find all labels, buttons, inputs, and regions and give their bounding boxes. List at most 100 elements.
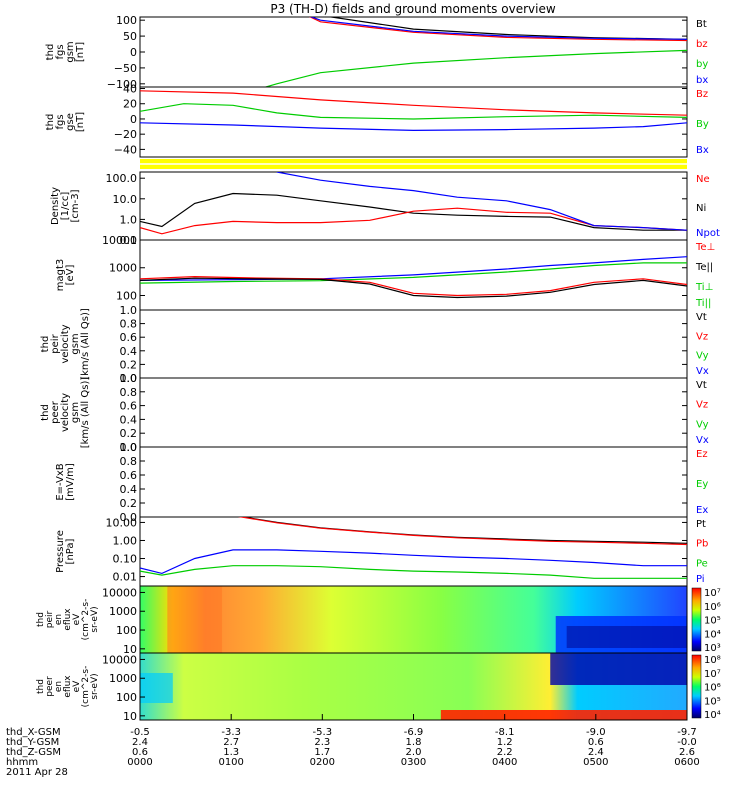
- x-tick-label: 2.3: [314, 737, 330, 748]
- series-Te⊥: [140, 275, 687, 297]
- panel-fgs_gsm: 100 50 0 −50 −100 thd fgs gsm [nT] Bt bz by bx: [45, 14, 708, 91]
- y-tick-label: 10000: [102, 234, 137, 247]
- y-axis-label: (cm^2-s-: [81, 599, 91, 641]
- legend-entry: Ey: [696, 479, 708, 490]
- x-tick-label: 2.7: [223, 737, 239, 748]
- y-axis-label: Pressure: [55, 530, 66, 573]
- y-tick-label: 1000: [109, 605, 137, 618]
- legend-entry: Ti||: [695, 298, 711, 309]
- colorbar-label: 10⁷: [704, 588, 721, 599]
- y-axis-label: peer: [45, 676, 55, 697]
- y-tick-label: 0.1: [120, 234, 138, 247]
- x-tick-label: 1.7: [314, 747, 330, 758]
- early-cyan: [140, 673, 173, 703]
- series-Te||: [140, 277, 687, 299]
- y-tick-label: 1000: [109, 672, 137, 685]
- series-by: [263, 49, 687, 87]
- panel-frame: [139, 171, 688, 241]
- legend-entry: Bt: [696, 19, 707, 30]
- y-axis-label: [nT]: [75, 42, 86, 62]
- y-axis-label: velocity: [60, 393, 71, 432]
- x-tick-label: 0400: [492, 757, 517, 768]
- x-row-name: thd_Z-GSM: [6, 747, 61, 758]
- y-tick-label: 10000: [102, 586, 137, 599]
- x-tick-label: -8.1: [495, 727, 515, 738]
- panel-pressure: 10.00 1.00 0.10 0.01 Pressure [nPa] Pt Pb Pe Pi: [55, 516, 708, 587]
- y-tick-label: 100: [116, 289, 137, 302]
- spectrogram-ion_flux: 10000 1000 100 10 thd peir en eflux eV (cm^2-s-sr…: [36, 585, 721, 656]
- panel-frame: [139, 446, 688, 518]
- y-tick-label: −40: [114, 143, 137, 156]
- y-axis-label: gsm: [70, 333, 81, 354]
- y-tick-label: 1000: [109, 262, 137, 275]
- low-energy-red: [440, 710, 687, 720]
- legend-entry: Ne: [696, 174, 710, 185]
- legend-entry: Pt: [696, 519, 706, 530]
- legend-entry: Vt: [696, 312, 707, 323]
- series-group: [263, 17, 687, 87]
- colorbar-label: 10⁴: [704, 710, 721, 721]
- separator-band: [140, 159, 687, 169]
- y-axis-label: fgs: [55, 114, 66, 129]
- y-axis-label: gsm: [70, 402, 81, 423]
- x-tick-label: 2.4: [588, 747, 604, 758]
- x-tick-label: 0.6: [588, 737, 604, 748]
- y-tick-label: 100: [116, 14, 137, 27]
- y-axis-label: [km/s (All Qs)]: [80, 377, 91, 449]
- y-tick-label: 0.0: [120, 441, 138, 454]
- y-axis-label: peer: [50, 400, 61, 424]
- y-axis-label: peir: [50, 333, 61, 353]
- series-Pb: [237, 517, 687, 546]
- panel-frame: [139, 16, 688, 88]
- y-axis-label: sr-eV): [90, 673, 100, 699]
- y-axis-label: thd: [40, 404, 51, 421]
- legend-entry: bz: [696, 39, 708, 50]
- panel-density: 100.0 10.0 1.0 0.1 Density [1/cc] [cm-3] Ne Ni Np…: [50, 171, 720, 247]
- y-tick-label: −20: [114, 128, 137, 141]
- y-tick-label: 1.0: [120, 441, 138, 454]
- series-Bz: [140, 90, 687, 116]
- early-red: [167, 586, 223, 653]
- y-axis-label: Density: [50, 187, 61, 225]
- legend-entry: Npot: [696, 228, 720, 239]
- y-tick-label: 0.0: [120, 372, 138, 385]
- legend-entry: Bx: [696, 145, 709, 156]
- series-group: [140, 172, 687, 235]
- x-tick-label: -0.0: [677, 737, 697, 748]
- x-axis: thd_X-GSM -0.5 -3.3 -5.3 -6.9 -8.1 -9.0 -9.7 thd…: [6, 714, 700, 778]
- colorbar: [691, 654, 702, 719]
- legend-entry: Pb: [696, 539, 708, 550]
- legend-entry: Vy: [696, 351, 709, 362]
- y-tick-label: 10: [123, 710, 137, 723]
- y-tick-label: 0.8: [120, 318, 138, 331]
- spectrogram-electron_flux: 10000 1000 100 10 thd peer en eflux eV (cm^2-s-sr…: [36, 652, 721, 723]
- x-tick-label: -5.3: [313, 727, 333, 738]
- x-tick-label: -6.9: [404, 727, 424, 738]
- y-axis-label: eV: [72, 613, 82, 626]
- y-tick-label: 1.00: [113, 534, 138, 547]
- series-group: [140, 517, 687, 579]
- y-axis-label: en: [54, 614, 64, 625]
- y-tick-label: 0: [130, 113, 137, 126]
- series-Npot: [276, 172, 687, 231]
- panel-frame: [139, 309, 688, 379]
- x-tick-label: -9.7: [677, 727, 697, 738]
- y-axis-label: [cm-3]: [70, 189, 81, 222]
- legend-entry: By: [696, 119, 709, 130]
- colorbar-label: 10⁵: [704, 696, 721, 707]
- y-axis-label: gse: [65, 113, 76, 131]
- spectrogram-image: [140, 586, 687, 653]
- colorbar-label: 10⁵: [704, 616, 721, 627]
- legend-entry: Te||: [695, 262, 713, 273]
- y-axis-label: [nPa]: [65, 538, 76, 564]
- y-axis-label: eflux: [63, 675, 73, 698]
- y-axis-label: (cm^2-s-: [81, 666, 91, 708]
- series-Ni: [140, 192, 687, 231]
- x-date-label: 2011 Apr 28: [6, 767, 68, 778]
- y-tick-label: 100: [116, 691, 137, 704]
- y-axis-label: [eV]: [65, 265, 76, 286]
- x-tick-label: 1.3: [223, 747, 239, 758]
